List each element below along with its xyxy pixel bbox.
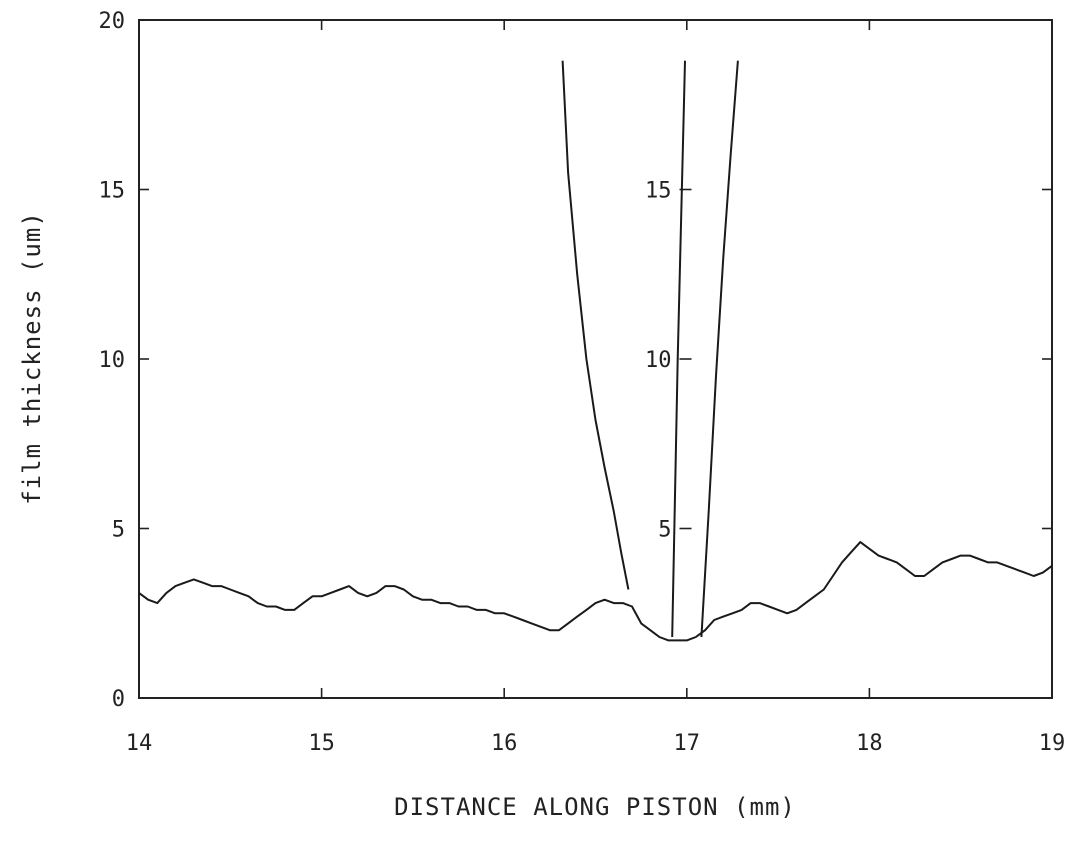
y-tick-label: 10: [99, 348, 126, 373]
inset-series-line-3: [700, 60, 739, 638]
inset-y-tick-label: 5: [658, 518, 671, 543]
y-axis-ticks: 0 5 10 15 20: [99, 9, 1052, 712]
x-tick-label: 17: [674, 731, 701, 756]
y-tick-label: 0: [112, 687, 125, 712]
inset-y-tick-label: 15: [645, 179, 672, 204]
x-axis-ticks: 14 15 16 17 18 19: [126, 20, 1066, 756]
x-axis-title: DISTANCE ALONG PISTON (mm): [394, 793, 796, 821]
x-tick-label: 14: [126, 731, 153, 756]
series-layer: [138, 60, 1053, 642]
x-tick-label: 19: [1039, 731, 1066, 756]
x-tick-label: 16: [491, 731, 518, 756]
x-tick-label: 18: [856, 731, 883, 756]
plot-frame: [138, 19, 1053, 699]
y-axis-title: film thickness (um): [18, 211, 46, 505]
y-tick-label: 20: [99, 9, 126, 34]
inset-axis: 5 10 15: [645, 179, 692, 543]
inset-series-line-1: [561, 60, 630, 590]
inset-series-line-2: [671, 60, 686, 638]
y-tick-label: 5: [112, 518, 125, 543]
y-tick-label: 15: [99, 179, 126, 204]
series-line-1: [138, 541, 1053, 642]
x-tick-label: 15: [308, 731, 335, 756]
inset-y-tick-label: 10: [645, 348, 672, 373]
